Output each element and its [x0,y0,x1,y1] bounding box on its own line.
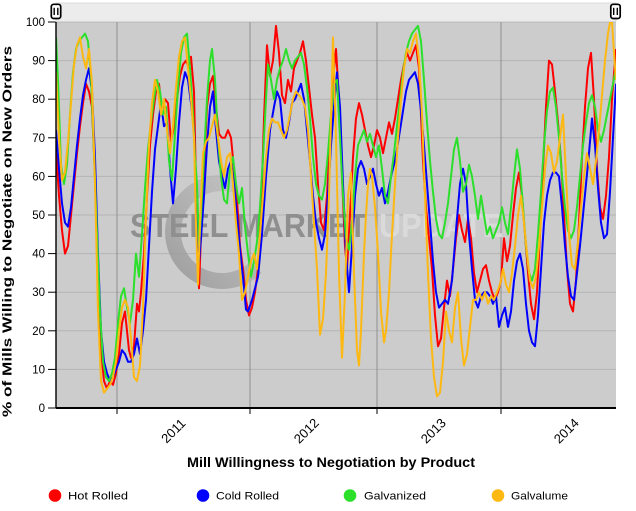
svg-text:100: 100 [26,17,45,29]
svg-text:60: 60 [32,171,45,183]
svg-text:STEEL MARKET: STEEL MARKET [130,207,367,244]
svg-text:0: 0 [39,403,45,415]
svg-text:20: 20 [32,326,45,338]
svg-text:Galvalume: Galvalume [511,491,568,503]
svg-text:Mill Willingness to Negotiatio: Mill Willingness to Negotiation by Produ… [187,455,476,470]
svg-text:40: 40 [32,249,45,261]
svg-text:50: 50 [32,210,45,222]
svg-text:70: 70 [32,133,45,145]
svg-text:% of Mills Willing to Negotiat: % of Mills Willing to Negotiate on New O… [1,46,15,417]
svg-text:10: 10 [32,364,45,376]
svg-text:30: 30 [32,287,45,299]
svg-text:80: 80 [32,94,45,106]
svg-text:Galvanized: Galvanized [364,491,426,503]
svg-text:Hot Rolled: Hot Rolled [68,491,128,503]
svg-text:90: 90 [32,56,45,68]
svg-text:Cold Rolled: Cold Rolled [216,491,279,503]
